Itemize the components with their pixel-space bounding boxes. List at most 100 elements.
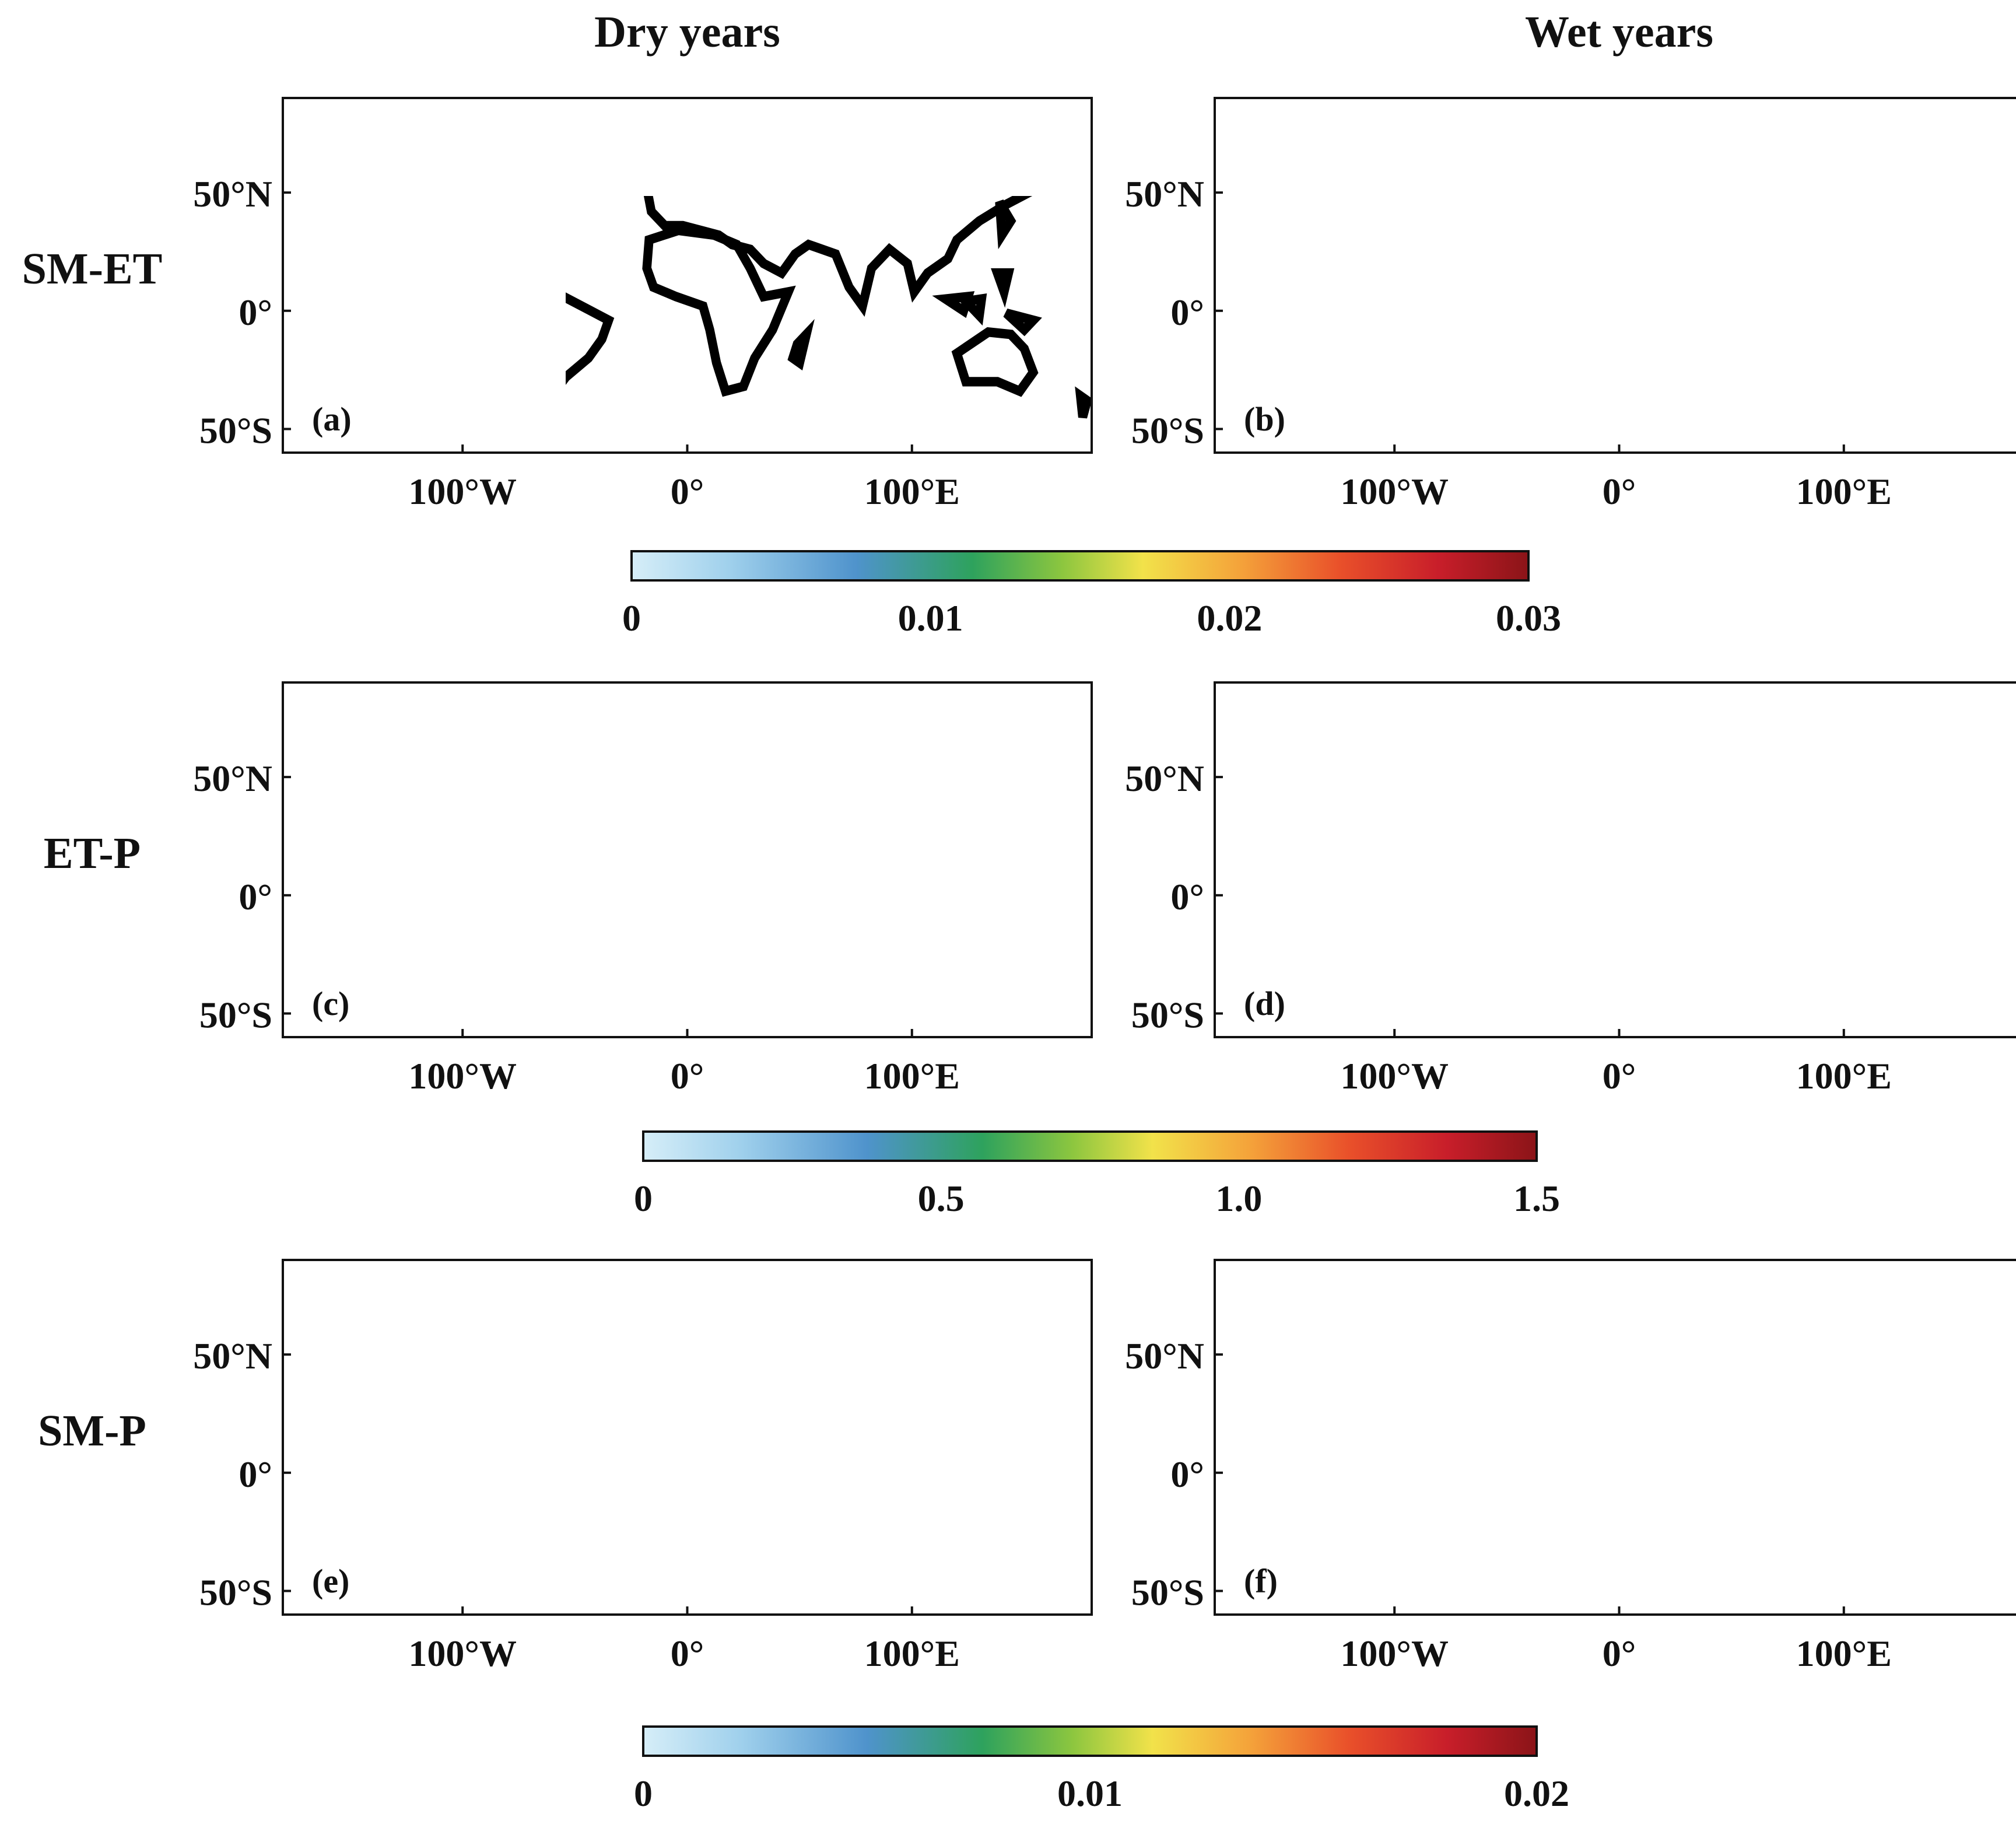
heatmap-layer [316, 696, 1088, 1018]
column-title: Dry years [594, 8, 780, 57]
panel-label: (d) [1244, 985, 1285, 1023]
lon-tick-label: 100°E [864, 1055, 960, 1097]
lat-tick-label: 50°N [1125, 1335, 1204, 1377]
lon-tick-label: 0° [671, 1633, 704, 1674]
data-cell [1606, 1413, 1654, 1462]
data-cell [1586, 1403, 1630, 1448]
data-cell [1470, 888, 1521, 940]
data-cell [843, 1378, 891, 1426]
map-panel: 50°N 0° 50°S 100°W 0° 100°E (a) [193, 97, 1093, 512]
data-cell [1680, 1373, 1738, 1431]
data-cell [1646, 925, 1705, 983]
data-cell [528, 930, 577, 979]
map-panel: 50°N 0° 50°S 100°W 0° 100°E (f) [1125, 1259, 2016, 1674]
coastline [317, 696, 1088, 1018]
data-cell [1715, 207, 1770, 263]
colorbar-tick-label: 0.03 [1496, 597, 1561, 639]
data-cell [1659, 325, 1715, 381]
data-cell [1916, 1520, 1974, 1577]
data-cell [933, 1508, 981, 1556]
data-cell [831, 811, 881, 861]
lon-tick-label: 100°W [1340, 471, 1449, 512]
data-cell [1500, 1463, 1558, 1520]
data-cell [438, 811, 488, 861]
lat-tick-label: 0° [1170, 876, 1204, 918]
coastline [317, 112, 1088, 433]
data-cell [450, 1354, 498, 1402]
data-cell [511, 971, 558, 1018]
lat-tick-label: 0° [239, 292, 272, 333]
data-cell [987, 940, 1039, 992]
data-cell [1459, 352, 1510, 402]
data-cell [1750, 209, 1803, 261]
lat-tick-label: 0° [1170, 292, 1204, 333]
map-panel: 50°N 0° 50°S 100°W 0° 100°E (b) [1125, 97, 2016, 512]
data-cell [655, 247, 697, 289]
data-cell [1458, 936, 1510, 988]
significance-dots [1248, 1384, 2016, 1562]
lat-tick-label: 0° [1170, 1454, 1204, 1495]
data-cell [538, 881, 590, 933]
lat-tick-label: 50°N [193, 758, 272, 799]
data-cell [1356, 801, 1411, 856]
significance-dots [316, 1384, 1088, 1562]
data-cell [1863, 351, 1915, 404]
data-cell [738, 1355, 794, 1411]
significance-dots [1248, 222, 2016, 400]
data-cell [665, 837, 710, 883]
data-cell [738, 1433, 794, 1489]
lon-tick-label: 0° [671, 471, 704, 512]
lat-tick-label: 50°N [1125, 173, 1204, 215]
lat-tick-label: 50°S [1131, 1571, 1204, 1613]
data-cell [716, 926, 772, 982]
map-panel: 50°N 0° 50°S 100°W 0° 100°E (c) [193, 681, 1093, 1097]
lon-tick-label: 0° [671, 1055, 704, 1097]
data-cell [908, 1364, 961, 1416]
colorbar-gradient [642, 1130, 1538, 1162]
data-cell [1640, 348, 1697, 405]
data-cell [1639, 1510, 1698, 1568]
data-cell [1492, 892, 1544, 946]
data-cell [749, 1457, 805, 1513]
data-cell [1917, 939, 1972, 993]
data-cell [1383, 1355, 1429, 1402]
row-label: ET-P [44, 829, 141, 878]
coastline [1249, 696, 2016, 1018]
data-cell [655, 1409, 697, 1451]
lon-tick-label: 0° [1603, 1633, 1636, 1674]
data-cell [889, 789, 935, 836]
map-frame [282, 681, 1093, 1038]
data-cell [1843, 772, 1890, 820]
data-cell [451, 782, 497, 829]
colorbar-tick-label: 1.0 [1215, 1178, 1262, 1219]
heatmap-layer [316, 1274, 1088, 1596]
lon-tick-label: 100°E [1796, 471, 1892, 512]
data-cell [1731, 165, 1777, 211]
data-cell [711, 1393, 753, 1434]
map-frame [282, 1259, 1093, 1616]
data-cell [1658, 1487, 1715, 1544]
data-cell [724, 897, 777, 950]
heatmap-layer [1248, 112, 2016, 434]
colorbar-tick-label: 0 [622, 597, 641, 639]
data-cell [1749, 1370, 1803, 1424]
data-cell [1858, 1371, 1910, 1423]
data-cell [787, 788, 835, 837]
lon-tick-label: 100°E [1796, 1055, 1892, 1097]
panel-label: (f) [1244, 1562, 1278, 1600]
data-cell [1373, 235, 1430, 292]
data-cell [1862, 927, 1916, 981]
lon-tick-label: 100°E [864, 1633, 960, 1674]
data-cell [1819, 800, 1868, 849]
data-cell [675, 1421, 722, 1468]
row-label: SM-ET [22, 244, 163, 293]
data-cell [707, 859, 757, 908]
lon-tick-label: 100°W [408, 1055, 517, 1097]
data-cell [760, 207, 816, 263]
data-cell [1681, 211, 1738, 268]
data-cell [1895, 342, 1951, 398]
colorbar-tick-label: 0.01 [898, 597, 963, 639]
data-cell [447, 190, 500, 243]
colorbar-tick-label: 0 [634, 1178, 653, 1219]
